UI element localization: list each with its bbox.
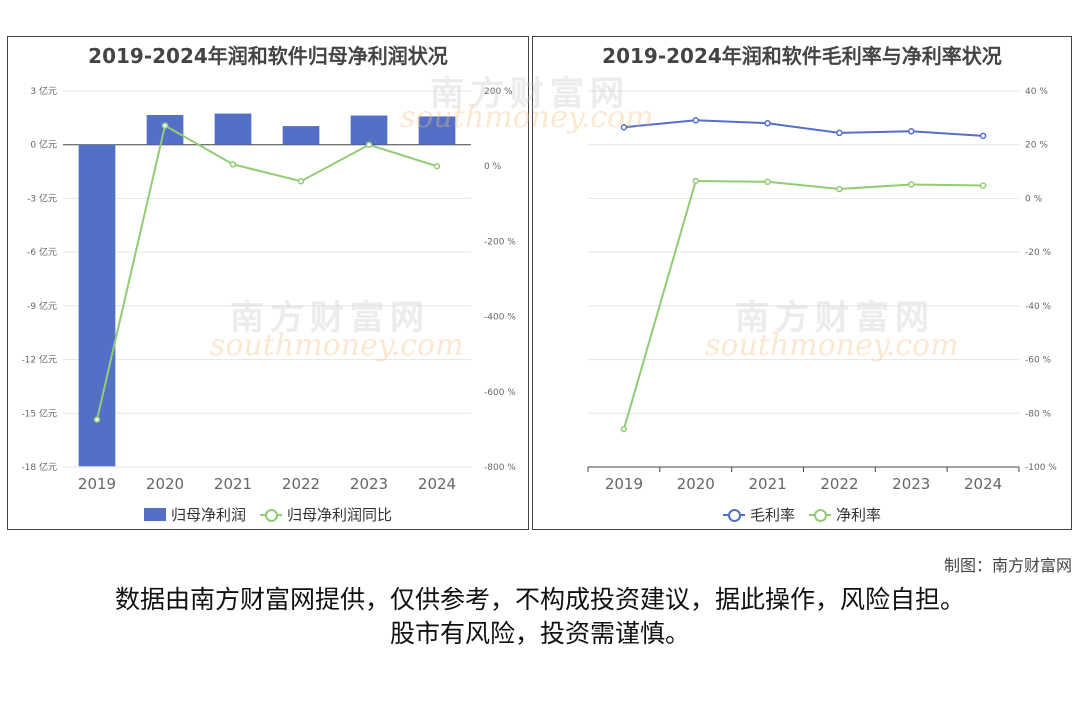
data-point — [764, 178, 771, 186]
x-tick-label: 2024 — [418, 475, 456, 493]
y2-tick-label: -600 % — [484, 388, 516, 398]
y-tick-label: 40 % — [1025, 87, 1048, 97]
data-point — [764, 119, 771, 127]
net-profit-chart-panel: 2019-2024年润和软件归母净利润状况 3 亿元 0 亿元 -3 亿元 -6 亿元… — [7, 36, 529, 530]
data-point — [836, 185, 843, 193]
data-point — [297, 177, 305, 185]
data-point — [979, 132, 987, 140]
x-tick-label: 2020 — [677, 475, 715, 493]
y-tick-label: -20 % — [1025, 248, 1052, 258]
legend-item-net-profit[interactable]: 归母净利润 — [143, 504, 246, 525]
x-tick-label: 2020 — [146, 475, 184, 493]
x-tick-label: 2023 — [892, 475, 930, 493]
data-point — [161, 122, 169, 129]
y-tick-label: -3 亿元 — [27, 192, 57, 204]
y-tick-label: -12 亿元 — [21, 354, 57, 366]
y-tick-label: -80 % — [1025, 409, 1052, 419]
data-point — [433, 162, 441, 170]
bar-swatch — [143, 508, 166, 521]
bar — [418, 116, 456, 145]
y2-tick-label: -800 % — [484, 463, 516, 473]
y-tick-label: -15 亿元 — [21, 407, 57, 419]
y-tick-label: -18 亿元 — [21, 461, 57, 473]
legend-label: 归母净利润同比 — [287, 506, 393, 524]
bar — [78, 144, 116, 467]
y2-tick-label: -400 % — [484, 313, 516, 323]
margin-chart-panel: 2019-2024年润和软件毛利率与净利率状况 40 % 20 % 0 % -20 %… — [532, 36, 1072, 530]
legend-label: 净利率 — [836, 506, 882, 524]
bar — [214, 113, 252, 145]
disclaimer-line: 股市有风险，投资需谨慎。 — [389, 619, 690, 648]
data-point — [908, 128, 915, 135]
chart-legend: 归母净利润 归母净利润同比 — [8, 504, 528, 525]
y-tick-label: -9 亿元 — [27, 300, 57, 312]
y-tick-label: 0 % — [1025, 194, 1043, 204]
legend-label: 毛利率 — [749, 506, 795, 524]
data-point — [365, 141, 373, 149]
data-point — [93, 416, 101, 423]
data-point — [692, 177, 699, 185]
y-tick-label: -6 亿元 — [27, 246, 57, 258]
data-point — [620, 124, 628, 131]
bar — [282, 126, 320, 145]
x-tick-label: 2022 — [282, 475, 320, 493]
data-point — [620, 425, 628, 433]
series-line — [623, 119, 984, 137]
data-point — [908, 181, 915, 188]
legend-item-net-margin[interactable]: 净利率 — [809, 504, 881, 525]
x-tick-label: 2019 — [78, 475, 116, 493]
data-point — [229, 161, 237, 168]
y-tick-label: -60 % — [1025, 356, 1052, 366]
y2-tick-label: 0 % — [484, 162, 502, 172]
series-line — [622, 179, 984, 430]
x-tick-label: 2019 — [605, 475, 643, 493]
x-tick-label: 2022 — [820, 475, 858, 493]
line-swatch — [809, 508, 831, 522]
data-point — [979, 182, 987, 189]
x-tick-label: 2021 — [748, 475, 786, 493]
y2-tick-label: -200 % — [484, 237, 516, 247]
legend-item-gross-margin[interactable]: 毛利率 — [722, 504, 795, 525]
data-point — [836, 129, 843, 137]
y-tick-label: 0 亿元 — [30, 139, 57, 151]
line-swatch — [260, 508, 282, 522]
chart-legend: 毛利率 净利率 — [533, 504, 1071, 525]
legend-item-net-profit-yoy[interactable]: 归母净利润同比 — [260, 504, 392, 525]
x-tick-label: 2021 — [214, 475, 252, 493]
chart-title: 2019-2024年润和软件毛利率与净利率状况 — [602, 44, 1002, 68]
legend-label: 归母净利润 — [170, 506, 246, 524]
series-line — [96, 124, 438, 420]
data-point — [692, 117, 699, 124]
y2-tick-label: 200 % — [484, 87, 513, 97]
x-tick-label: 2024 — [964, 475, 1002, 493]
disclaimer-line: 数据由南方财富网提供，仅供参考，不构成投资建议，据此操作，风险自担。 — [114, 585, 965, 614]
y-tick-label: -40 % — [1025, 302, 1052, 312]
y-tick-label: -100 % — [1025, 463, 1057, 473]
chart-title: 2019-2024年润和软件归母净利润状况 — [88, 44, 448, 68]
y-tick-label: 3 亿元 — [30, 85, 57, 97]
bar — [350, 115, 388, 145]
net-profit-chart: 3 亿元 0 亿元 -3 亿元 -6 亿元 -9 亿元 -12 亿元 -15 亿元 -18 亿… — [21, 85, 516, 493]
y-tick-label: 20 % — [1025, 141, 1048, 151]
chart-credit: 制图：南方财富网 — [943, 556, 1072, 575]
margin-chart: 40 % 20 % 0 % -20 % -40 % -60 % -80 % -100 % 201… — [587, 87, 1057, 493]
x-tick-label: 2023 — [350, 475, 388, 493]
line-swatch — [722, 508, 745, 522]
